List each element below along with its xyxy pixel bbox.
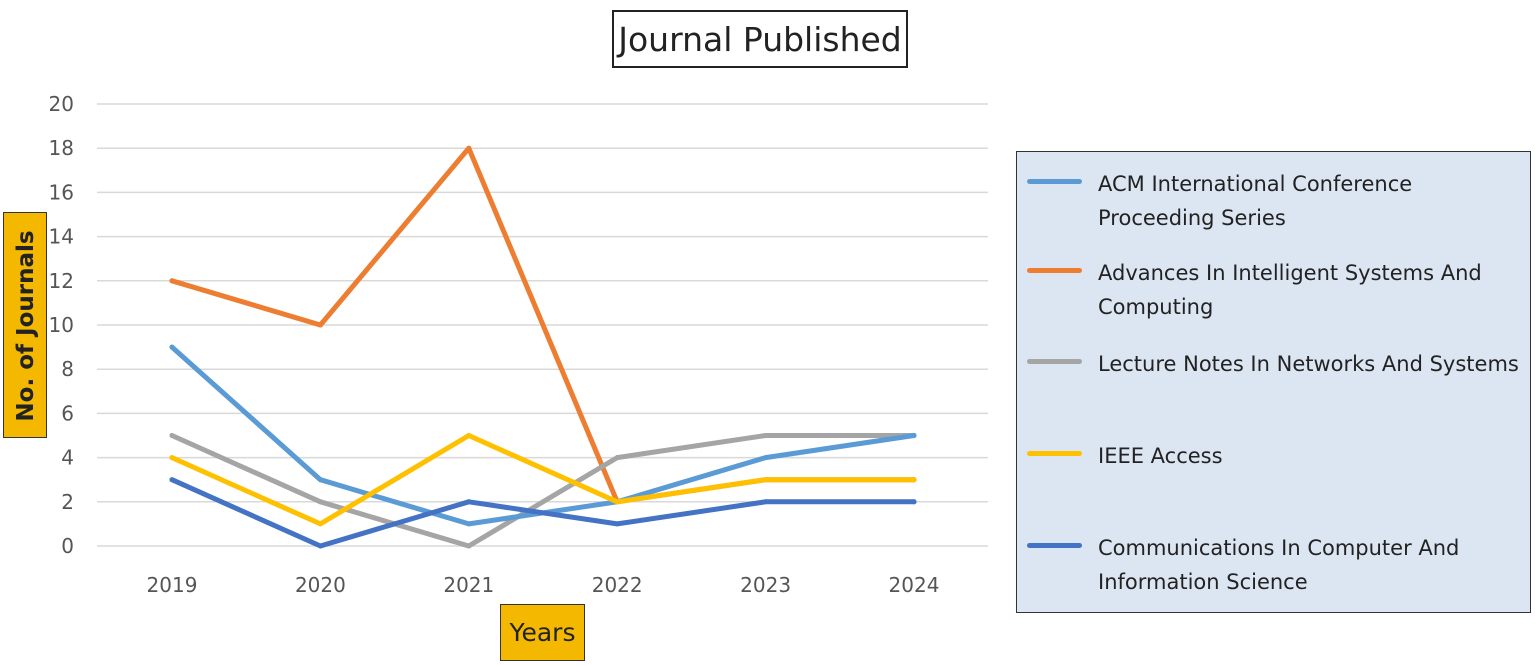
legend-swatch-acm <box>1027 179 1082 184</box>
data-point-lecture-notes <box>466 543 472 549</box>
legend-item-lecture-notes: Lecture Notes In Networks And Systems <box>1027 347 1527 381</box>
y-tick-label: 20 <box>49 92 74 116</box>
data-point-ieee-access <box>763 477 769 483</box>
data-point-ieee-access <box>466 433 472 438</box>
y-tick-labels: 0 2 4 6 8 10 12 14 16 18 20 <box>49 92 74 558</box>
y-tick-label: 6 <box>61 401 74 425</box>
legend-item-acm: ACM International Conference Proceeding … <box>1027 167 1527 235</box>
data-point-advances <box>169 278 175 284</box>
y-tick-label: 2 <box>61 490 74 514</box>
y-tick-label: 14 <box>49 225 74 249</box>
y-tick-label: 0 <box>61 534 74 558</box>
series-lines <box>169 145 917 549</box>
x-tick-label: 2024 <box>889 573 940 597</box>
data-point-acm <box>763 455 769 461</box>
data-point-acm <box>169 344 175 350</box>
data-point-ieee-access <box>169 455 175 461</box>
data-point-communications <box>614 521 620 527</box>
x-tick-label: 2022 <box>592 573 643 597</box>
legend-label-ieee-access: IEEE Access <box>1098 444 1223 468</box>
y-axis-label: No. of Journals <box>13 230 39 422</box>
data-point-acm <box>466 521 472 527</box>
series-line-ieee-access <box>169 433 917 527</box>
data-point-communications <box>911 499 917 505</box>
legend-label-communications: Communications In Computer And Informati… <box>1098 536 1460 594</box>
y-tick-label: 8 <box>61 357 74 381</box>
data-point-advances <box>317 322 323 328</box>
y-tick-label: 18 <box>49 136 74 160</box>
y-tick-label: 12 <box>49 269 74 293</box>
data-point-acm <box>911 433 917 438</box>
legend-item-advances: Advances In Intelligent Systems And Comp… <box>1027 256 1527 324</box>
legend-item-ieee-access: IEEE Access <box>1027 439 1527 473</box>
y-tick-label: 4 <box>61 446 74 470</box>
x-tick-label: 2023 <box>740 573 791 597</box>
data-point-ieee-access <box>317 521 323 527</box>
y-tick-label: 10 <box>49 313 74 337</box>
legend-swatch-communications <box>1027 543 1082 548</box>
legend-swatch-ieee-access <box>1027 451 1082 456</box>
legend-item-communications: Communications In Computer And Informati… <box>1027 531 1527 599</box>
data-point-communications <box>763 499 769 505</box>
data-point-communications <box>317 543 323 549</box>
legend: ACM International Conference Proceeding … <box>1016 151 1531 613</box>
x-tick-label: 2021 <box>443 573 494 597</box>
legend-label-advances: Advances In Intelligent Systems And Comp… <box>1098 261 1482 319</box>
y-tick-label: 16 <box>49 180 74 204</box>
data-point-lecture-notes <box>169 433 175 438</box>
data-point-ieee-access <box>911 477 917 483</box>
data-point-acm <box>317 477 323 483</box>
data-point-advances <box>466 145 472 151</box>
chart-title: Journal Published <box>612 10 908 68</box>
x-tick-label: 2019 <box>147 573 198 597</box>
data-point-lecture-notes <box>763 433 769 438</box>
data-point-lecture-notes <box>317 499 323 505</box>
legend-label-acm: ACM International Conference Proceeding … <box>1098 172 1413 230</box>
x-tick-labels: 2019 2020 2021 2022 2023 2024 <box>147 573 940 597</box>
y-axis-label-box: No. of Journals <box>3 212 47 438</box>
legend-swatch-lecture-notes <box>1027 359 1082 364</box>
x-axis-label: Years <box>500 604 585 661</box>
legend-swatch-advances <box>1027 268 1082 273</box>
data-point-communications <box>466 499 472 505</box>
series-line-lecture-notes <box>169 433 917 549</box>
data-point-communications <box>169 477 175 483</box>
data-point-ieee-access <box>614 499 620 505</box>
x-tick-label: 2020 <box>295 573 346 597</box>
legend-label-lecture-notes: Lecture Notes In Networks And Systems <box>1098 352 1519 376</box>
data-point-lecture-notes <box>614 455 620 461</box>
series-line-communications <box>169 477 917 549</box>
